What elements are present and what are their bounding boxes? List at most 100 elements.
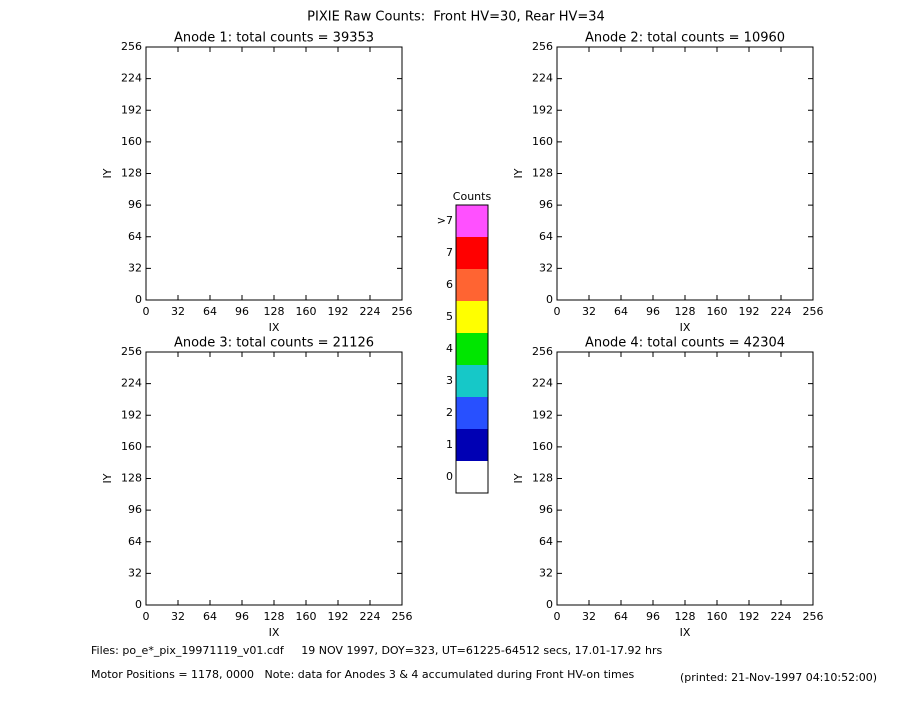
x-tick-label: 192 <box>328 610 349 623</box>
y-tick-label: 96 <box>128 503 142 516</box>
y-tick-label: 160 <box>121 135 142 148</box>
y-tick-label: 192 <box>121 103 142 116</box>
x-axis-label: IX <box>269 321 280 334</box>
y-axis-label: IY <box>512 168 525 178</box>
x-tick-label: 96 <box>646 305 660 318</box>
x-tick-label: 224 <box>360 610 381 623</box>
y-tick-label: 0 <box>135 293 142 306</box>
x-tick-label: 64 <box>614 305 628 318</box>
y-tick-label: 0 <box>546 293 553 306</box>
y-tick-label: 0 <box>135 598 142 611</box>
x-tick-label: 64 <box>203 305 217 318</box>
x-tick-label: 32 <box>582 610 596 623</box>
x-tick-label: 0 <box>143 305 150 318</box>
x-tick-label: 64 <box>203 610 217 623</box>
y-tick-label: 160 <box>121 440 142 453</box>
x-axis-label: IX <box>680 321 691 334</box>
panel-title: Anode 2: total counts = 10960 <box>585 31 785 46</box>
colorbar-label: 6 <box>446 278 453 291</box>
y-axis-label: IY <box>101 473 114 483</box>
x-tick-label: 128 <box>264 610 285 623</box>
colorbar-swatch <box>456 301 488 333</box>
y-tick-label: 256 <box>532 40 553 53</box>
colorbar-label: 1 <box>446 438 453 451</box>
y-tick-label: 32 <box>128 566 142 579</box>
colorbar-frame <box>455 204 489 494</box>
x-axis-label: IX <box>269 626 280 639</box>
y-tick-label: 32 <box>539 261 553 274</box>
y-tick-label: 64 <box>128 535 142 548</box>
x-tick-label: 32 <box>171 610 185 623</box>
y-tick-label: 96 <box>128 198 142 211</box>
x-tick-label: 0 <box>554 610 561 623</box>
y-tick-label: 64 <box>128 230 142 243</box>
colorbar-label: 3 <box>446 374 453 387</box>
x-tick-label: 96 <box>646 610 660 623</box>
x-tick-label: 64 <box>614 610 628 623</box>
y-tick-label: 96 <box>539 503 553 516</box>
x-tick-label: 32 <box>582 305 596 318</box>
x-tick-label: 192 <box>328 305 349 318</box>
colorbar-swatch <box>456 205 488 237</box>
x-tick-label: 160 <box>296 610 317 623</box>
y-tick-label: 64 <box>539 535 553 548</box>
y-tick-label: 192 <box>121 408 142 421</box>
panel-title: Anode 3: total counts = 21126 <box>174 336 374 351</box>
y-tick-label: 128 <box>121 472 142 485</box>
colorbar-label: 7 <box>446 246 453 259</box>
x-tick-label: 160 <box>707 610 728 623</box>
y-tick-label: 32 <box>539 566 553 579</box>
y-axis-label: IY <box>512 473 525 483</box>
x-tick-label: 192 <box>739 610 760 623</box>
colorbar-swatch <box>456 461 488 493</box>
colorbar-swatch <box>456 333 488 365</box>
page-title: PIXIE Raw Counts: Front HV=30, Rear HV=3… <box>307 10 605 25</box>
footer-files: Files: po_e*_pix_19971119_v01.cdf 19 NOV… <box>91 644 663 657</box>
y-tick-label: 128 <box>121 167 142 180</box>
x-tick-label: 96 <box>235 305 249 318</box>
y-tick-label: 224 <box>532 72 553 85</box>
y-tick-label: 128 <box>532 167 553 180</box>
colorbar-label: 2 <box>446 406 453 419</box>
x-tick-label: 128 <box>675 305 696 318</box>
y-tick-label: 32 <box>128 261 142 274</box>
y-tick-label: 64 <box>539 230 553 243</box>
y-tick-label: 160 <box>532 135 553 148</box>
x-tick-label: 256 <box>392 610 413 623</box>
colorbar-title: Counts <box>453 190 492 203</box>
y-tick-label: 128 <box>532 472 553 485</box>
y-tick-label: 192 <box>532 408 553 421</box>
colorbar-swatch <box>456 397 488 429</box>
colorbar-swatch <box>456 237 488 269</box>
plot-frame <box>556 351 814 606</box>
x-tick-label: 128 <box>264 305 285 318</box>
y-tick-label: 256 <box>121 40 142 53</box>
colorbar-label: 4 <box>446 342 453 355</box>
x-tick-label: 256 <box>392 305 413 318</box>
y-tick-label: 96 <box>539 198 553 211</box>
plot-frame <box>145 351 403 606</box>
x-tick-label: 32 <box>171 305 185 318</box>
x-tick-label: 224 <box>360 305 381 318</box>
y-tick-label: 256 <box>532 345 553 358</box>
colorbar-swatch <box>456 269 488 301</box>
x-tick-label: 192 <box>739 305 760 318</box>
colorbar-label: 5 <box>446 310 453 323</box>
x-tick-label: 256 <box>803 610 824 623</box>
plot-frame <box>556 46 814 301</box>
y-tick-label: 192 <box>532 103 553 116</box>
y-tick-label: 256 <box>121 345 142 358</box>
footer-motor: Motor Positions = 1178, 0000 Note: data … <box>91 668 634 681</box>
colorbar-swatch <box>456 365 488 397</box>
y-tick-label: 160 <box>532 440 553 453</box>
footer-printed: (printed: 21-Nov-1997 04:10:52:00) <box>680 671 877 684</box>
x-tick-label: 128 <box>675 610 696 623</box>
plot-frame <box>145 46 403 301</box>
y-tick-label: 224 <box>121 72 142 85</box>
colorbar-label: 0 <box>446 470 453 483</box>
colorbar-swatch <box>456 429 488 461</box>
x-tick-label: 224 <box>771 305 792 318</box>
y-tick-label: 224 <box>532 377 553 390</box>
x-tick-label: 256 <box>803 305 824 318</box>
